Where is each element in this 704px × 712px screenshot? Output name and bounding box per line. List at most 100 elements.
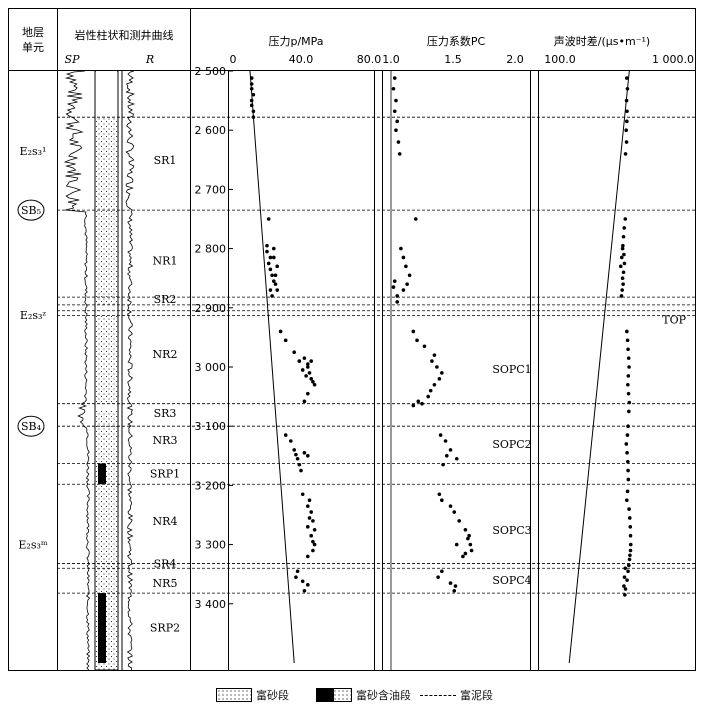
sonic-point [623, 152, 628, 156]
sonic-point [625, 329, 629, 334]
sonic-point [627, 409, 631, 414]
sonic-point [626, 477, 631, 482]
resistivity-curve [125, 70, 136, 671]
annotation-sopc1: SOPC1 [492, 363, 531, 376]
sonic-point [625, 489, 630, 494]
pc-point [422, 344, 427, 349]
pc-tick-label: 1.5 [444, 53, 462, 66]
pressure-tick-label: 0 [230, 53, 237, 66]
mud-swatch [420, 695, 456, 697]
oil-sand-swatch [316, 688, 352, 702]
stratum-label: E₂s₃ᵐ [18, 539, 47, 552]
pressure-point [249, 76, 254, 80]
pressure-point [306, 454, 310, 458]
interval-label: SRP1 [150, 468, 180, 481]
sonic-point [626, 347, 630, 352]
sonic-point [625, 109, 629, 114]
sonic-point [627, 557, 632, 562]
pc-point [436, 575, 440, 579]
pressure-point [283, 433, 288, 437]
legend-sand-label: 富砂段 [256, 689, 289, 702]
pressure-point [300, 368, 305, 372]
stratum-unit-header-l2: 单元 [22, 41, 44, 54]
sonic-point [628, 542, 633, 547]
pc-tick-label: 2.0 [506, 53, 524, 66]
stratum-labels: E₂s₃¹ E₂s₃ᶻ E₂s₃ᵐ SB₅ SB₄ [17, 145, 48, 552]
sonic-point [620, 288, 624, 292]
sonic-point [626, 424, 630, 429]
pressure-point [302, 356, 307, 360]
pressure-point [268, 288, 273, 292]
pressure-point [249, 103, 254, 108]
pc-point [463, 551, 468, 556]
pc-tick-label: 1.0 [382, 53, 400, 66]
depth-tick-label: 3 300 [195, 539, 227, 552]
hydrostatic-pressure-line [249, 70, 295, 664]
pressure-point [251, 115, 256, 119]
interval-boundaries [57, 116, 695, 594]
pc-point [391, 86, 396, 91]
pressure-point [294, 575, 298, 579]
legend-oil-sand: 富砂含油段 [316, 686, 411, 704]
pressure-point [268, 255, 273, 260]
pc-point [448, 581, 453, 585]
depth-tick-label: 3 400 [195, 598, 227, 611]
pressure-point [302, 588, 307, 593]
pc-point [463, 528, 468, 532]
pressure-point [270, 294, 274, 298]
sonic-point [621, 234, 626, 239]
pressure-point [289, 439, 293, 443]
sonic-point [626, 569, 630, 574]
sonic-point [622, 252, 626, 257]
pressure-point [270, 273, 274, 278]
pressure-point [307, 516, 312, 520]
pc-point [461, 554, 465, 559]
sequence-boundary-label: SB₅ [21, 204, 41, 217]
sonic-point [626, 459, 630, 464]
pc-point [438, 433, 443, 437]
sonic-point [621, 282, 625, 286]
pc-point [466, 536, 470, 541]
pressure-point [249, 98, 254, 103]
pc-point [392, 279, 397, 283]
pc-point [448, 448, 453, 452]
sonic-point [622, 261, 627, 266]
pressure-point [249, 86, 254, 91]
pressure-point [266, 261, 271, 266]
depth-tick-label: 2 800 [195, 243, 227, 256]
sonic-point [623, 566, 628, 571]
pc-point [440, 569, 444, 574]
pressure-point [306, 504, 310, 508]
sonic-point [628, 548, 633, 553]
pc-point [415, 338, 419, 343]
interval-label: SR3 [154, 407, 177, 420]
mud-band [96, 403, 117, 411]
sequence-boundary-label: SB₄ [21, 420, 42, 433]
pressure-point [306, 583, 310, 587]
sonic-point [628, 525, 633, 529]
pc-point [399, 246, 403, 251]
sonic-point [622, 584, 626, 588]
pressure-point [306, 525, 310, 529]
pressure-point [304, 374, 308, 378]
pressure-point [249, 82, 254, 86]
interval-label: NR5 [153, 577, 178, 590]
pressure-point [275, 264, 280, 269]
pc-point [407, 273, 412, 278]
sonic-point [625, 578, 629, 582]
sonic-normal-trend-line [568, 70, 630, 664]
pc-point [395, 294, 400, 298]
sonic-point [625, 498, 629, 503]
pc-point [395, 119, 400, 124]
sonic-point [625, 76, 629, 80]
mud-band [96, 71, 117, 118]
pc-point [395, 300, 400, 304]
stratum-label: E₂s₃ᶻ [20, 309, 46, 322]
pressure-point [266, 217, 271, 221]
pressure-point [306, 362, 310, 366]
figure-frame [8, 8, 696, 671]
pc-point [453, 584, 458, 588]
sonic-point [624, 98, 629, 103]
lithology-sand-column [94, 70, 119, 671]
pressure-point [272, 246, 276, 251]
